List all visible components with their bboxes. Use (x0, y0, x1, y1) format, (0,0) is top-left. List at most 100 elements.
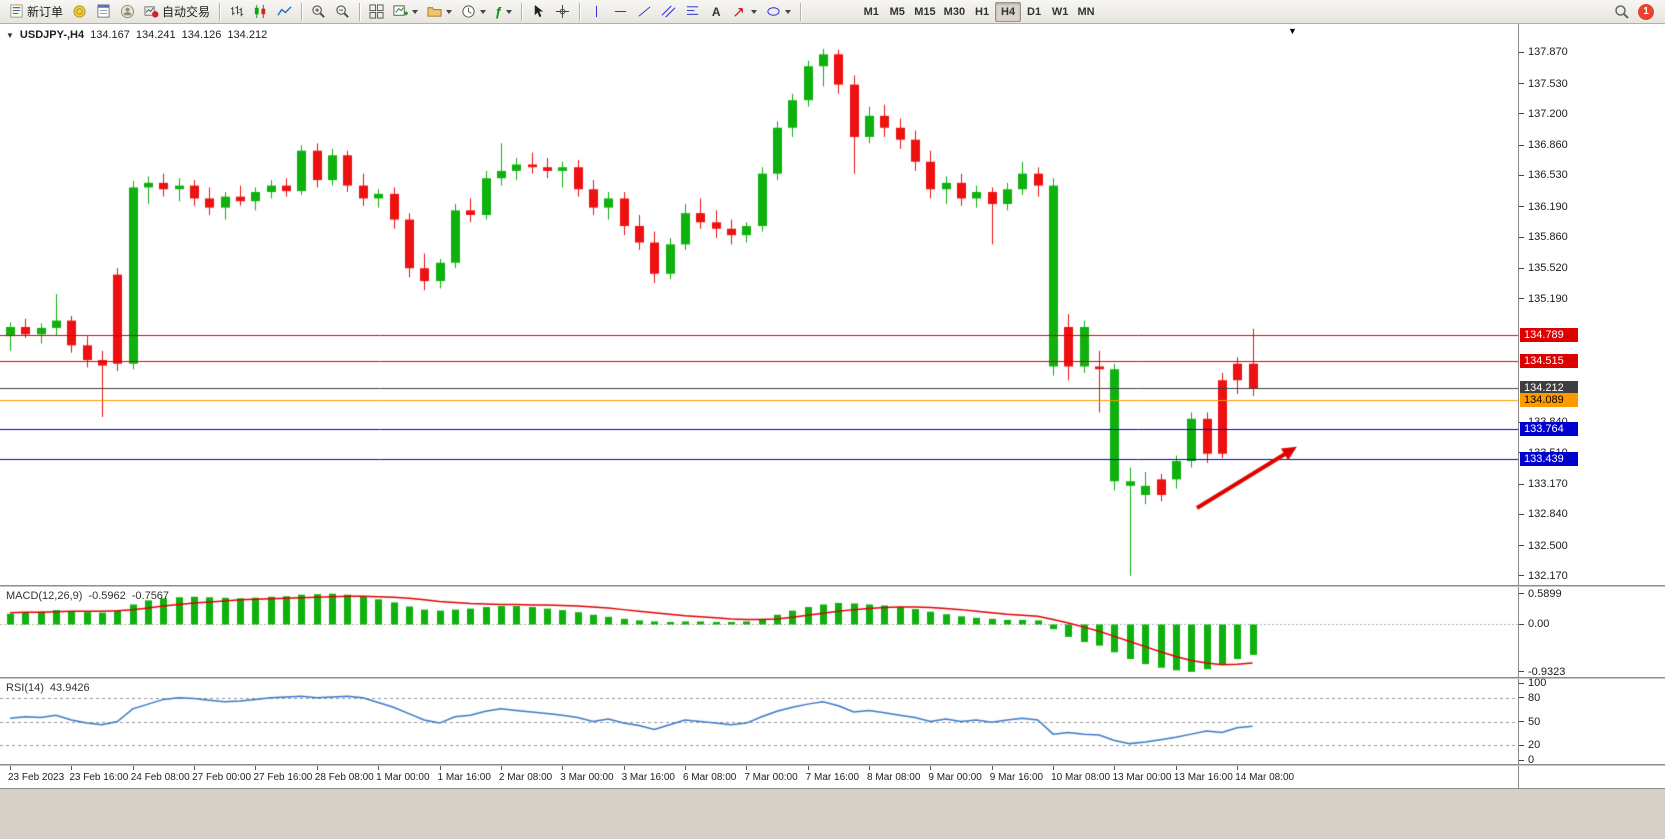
panel-separator[interactable] (0, 764, 1665, 766)
rsi-canvas[interactable] (0, 679, 1518, 764)
status-bar (0, 788, 1665, 839)
axis-tick-mark (1519, 298, 1524, 300)
time-periods-button[interactable] (457, 2, 490, 22)
chevron-down-icon (506, 9, 513, 14)
time-label: 6 Mar 08:00 (682, 772, 737, 783)
chart-candles-button[interactable] (249, 2, 272, 22)
market-watch-button[interactable] (68, 2, 91, 22)
axis-tick-mark (1519, 671, 1524, 673)
fibonacci-button[interactable] (681, 2, 704, 22)
time-tick-mark (991, 766, 993, 770)
timeframe-w1-button[interactable]: W1 (1047, 2, 1073, 22)
autotrading-button[interactable]: 自动交易 (140, 2, 214, 22)
trendline-button[interactable] (633, 2, 656, 22)
price-line-label: 134.212 (1520, 381, 1578, 396)
fibonacci-icon (687, 6, 699, 15)
time-tick-mark (500, 766, 502, 770)
profiles-button[interactable] (423, 2, 456, 22)
axis-tick-mark (1519, 697, 1524, 699)
profiles-folder-icon (427, 7, 442, 17)
community-button[interactable] (116, 2, 139, 22)
axis-tick-mark (1519, 575, 1524, 577)
shapes-tool-button[interactable] (762, 2, 795, 22)
panel-separator[interactable] (0, 585, 1665, 587)
axis-tick-label: 132.170 (1528, 569, 1568, 582)
chart-line-button[interactable] (273, 2, 296, 22)
axis-tick-label: 136.860 (1528, 139, 1568, 152)
axis-tick-label: 137.530 (1528, 77, 1568, 90)
time-label: 8 Mar 08:00 (867, 772, 921, 783)
axis-tick-mark (1519, 721, 1524, 722)
rsi-label: RSI(14) 43.9426 (6, 682, 90, 694)
axis-tick-mark (1519, 682, 1524, 684)
timeframe-m5-button[interactable]: M5 (884, 2, 910, 22)
timeframe-m15-button[interactable]: M15 (910, 2, 939, 22)
search-icon[interactable] (1614, 4, 1630, 20)
price-axis[interactable]: 137.870 137.530 137.200 136.860 136.530 136.1… (1518, 24, 1665, 585)
data-window-button[interactable] (92, 2, 115, 22)
time-tick-mark (1053, 766, 1055, 770)
rsi-axis[interactable]: 100 80 50 20 0 (1518, 677, 1665, 766)
chart-bars-button[interactable] (225, 2, 248, 22)
time-tick-mark (623, 766, 625, 770)
zoom-out-button[interactable] (331, 2, 354, 22)
channel-button[interactable] (657, 2, 680, 22)
axis-tick-mark (1519, 51, 1524, 53)
price-line-label: 134.515 (1520, 353, 1578, 368)
clock-icon (462, 5, 475, 18)
macd-axis[interactable]: 0.5899 0.00 -0.9323 (1518, 587, 1665, 678)
time-tick-mark (10, 766, 11, 770)
time-tick-mark (1237, 766, 1239, 770)
chart-menu-caret-icon[interactable]: ▼ (6, 30, 14, 40)
panel-separator[interactable] (0, 677, 1665, 679)
autotrading-label: 自动交易 (162, 5, 211, 19)
main-chart-canvas[interactable] (0, 24, 1518, 585)
bar-chart-icon (230, 5, 244, 17)
zoom-in-button[interactable] (307, 2, 330, 22)
cursor-button[interactable] (527, 2, 550, 22)
time-tick-mark (132, 766, 134, 770)
axis-tick-label: 80 (1528, 691, 1541, 704)
rsi-value: 43.9426 (49, 682, 90, 694)
channel-icon (661, 5, 676, 18)
timeframe-m1-button[interactable]: M1 (858, 2, 884, 22)
axis-tick-label: 135.190 (1528, 292, 1568, 305)
axis-tick-mark (1519, 759, 1524, 761)
new-chart-button[interactable] (389, 2, 422, 22)
time-axis[interactable]: 23 Feb 2023 23 Feb 16:00 24 Feb 08:00 27 Fe… (0, 766, 1518, 788)
time-label: 9 Mar 00:00 (928, 772, 982, 783)
chart-shift-marker-icon[interactable]: ▼ (1288, 26, 1297, 36)
vertical-line-button[interactable] (585, 2, 608, 22)
axis-tick-mark (1519, 593, 1524, 595)
time-label: 23 Feb 2023 (8, 772, 65, 783)
timeframe-mn-button[interactable]: MN (1073, 2, 1099, 22)
time-label: 1 Mar 00:00 (376, 772, 430, 783)
market-watch-icon (73, 5, 86, 18)
macd-canvas[interactable] (0, 587, 1518, 677)
indicators-icon: ƒ (495, 4, 503, 19)
ohlc-low: 134.126 (181, 29, 222, 41)
text-tool-button[interactable]: A (705, 2, 727, 22)
horizontal-line-button[interactable] (609, 2, 632, 22)
time-label: 3 Mar 16:00 (621, 772, 675, 783)
toolbar-right: 1 (1614, 3, 1660, 20)
new-order-button[interactable]: 新订单 (5, 2, 67, 22)
toolbar: 新订单 自动交易 (0, 0, 1665, 24)
toolbar-separator (800, 2, 802, 21)
timeframe-d1-button[interactable]: D1 (1021, 2, 1047, 22)
macd-title: MACD(12,26,9) (6, 590, 83, 602)
arrow-tool-icon (734, 7, 744, 17)
tile-windows-button[interactable] (365, 2, 388, 22)
axis-tick-label: 137.200 (1528, 107, 1568, 120)
time-label: 1 Mar 16:00 (437, 772, 491, 783)
indicators-button[interactable]: ƒ (491, 2, 516, 22)
axis-tick-label: 133.170 (1528, 478, 1568, 490)
timeframe-h4-button[interactable]: H4 (995, 1, 1022, 22)
timeframe-m30-button[interactable]: M30 (940, 2, 969, 22)
toolbar-separator (219, 2, 221, 21)
time-label: 2 Mar 08:00 (498, 772, 553, 783)
crosshair-button[interactable] (551, 2, 574, 22)
notification-badge[interactable]: 1 (1638, 3, 1654, 20)
arrows-tool-button[interactable] (728, 2, 761, 22)
timeframe-h1-button[interactable]: H1 (969, 2, 995, 22)
